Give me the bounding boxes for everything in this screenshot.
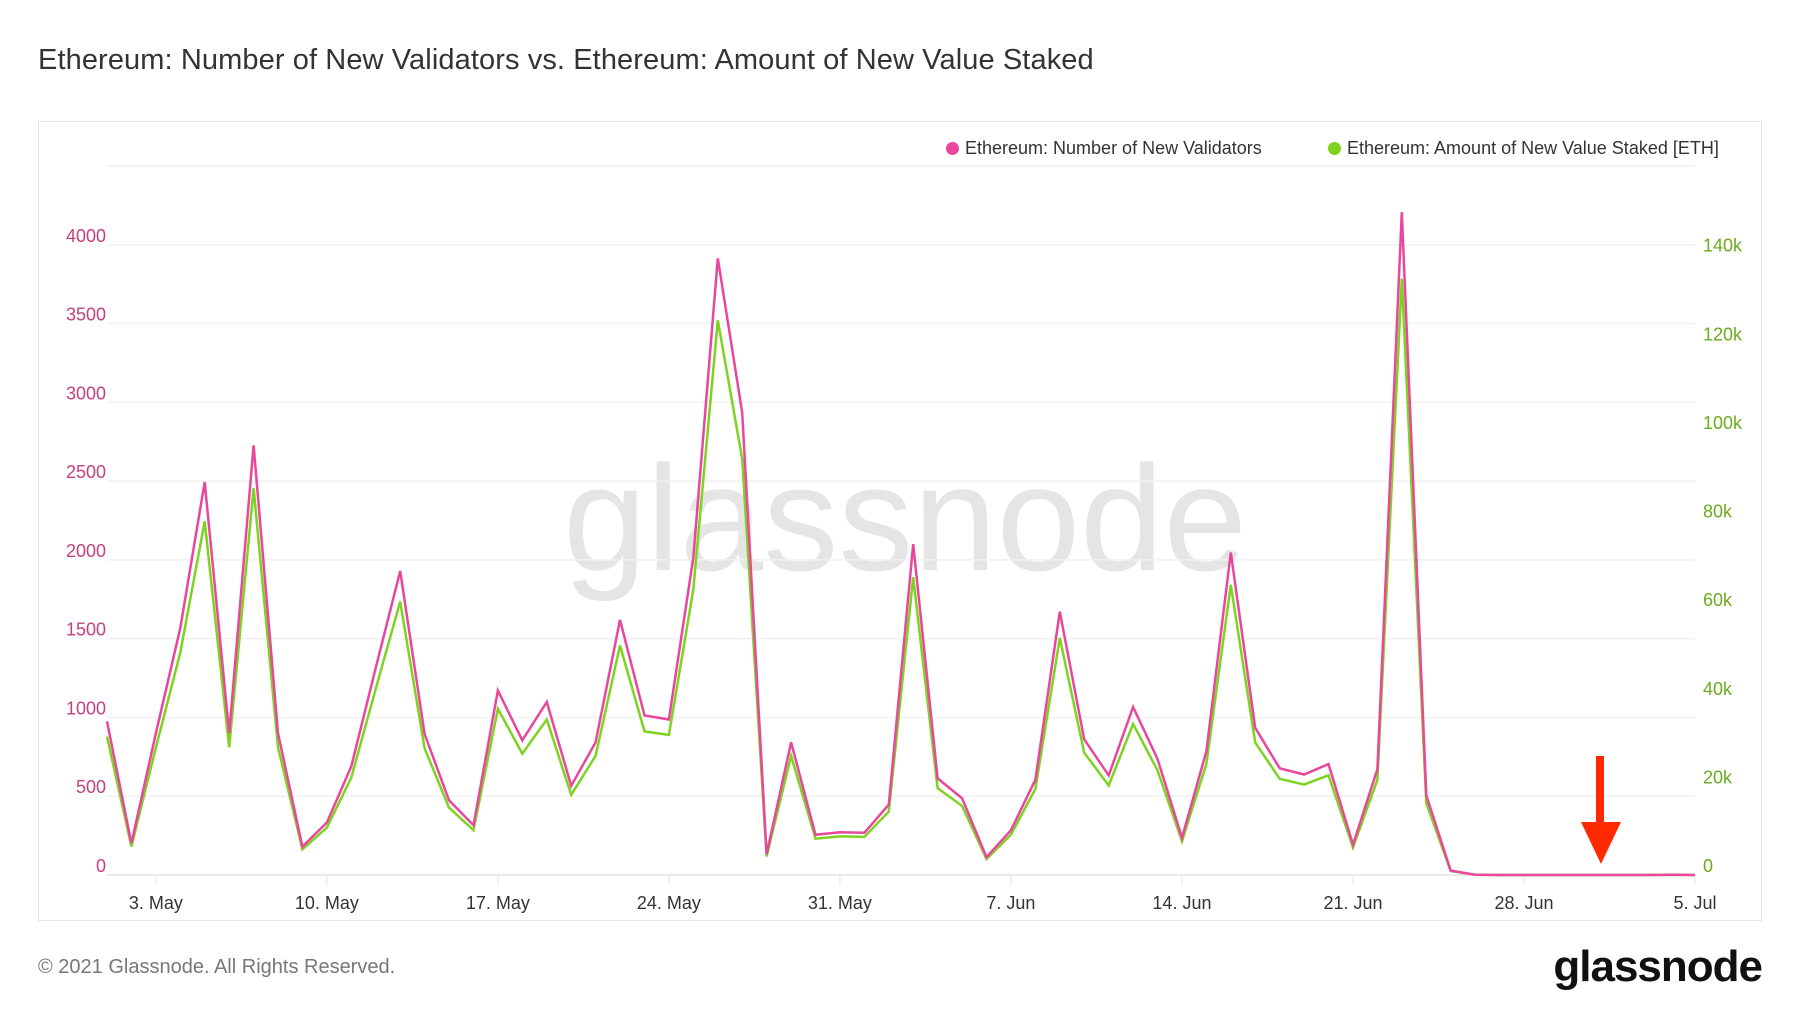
validators-line — [105, 212, 1696, 877]
legend-item-staked[interactable]: Ethereum: Amount of New Value Staked [ET… — [1328, 138, 1719, 159]
arrow-shaft — [1596, 756, 1604, 826]
y-left-tick-label: 3500 — [66, 305, 106, 325]
x-tick-label: 28. Jun — [1494, 893, 1553, 913]
x-axis: 3. May 10. May 17. May 24. May 31. May 7. Jun… — [129, 875, 1717, 913]
legend-label: Ethereum: Number of New Validators — [965, 138, 1262, 158]
y-left-tick-label: 1000 — [66, 698, 106, 718]
y-left-tick-label: 0 — [96, 856, 106, 876]
x-tick-label: 14. Jun — [1152, 893, 1211, 913]
legend-item-validators[interactable]: Ethereum: Number of New Validators — [946, 138, 1262, 159]
gridlines — [107, 165, 1695, 876]
y-left-tick-label: 4000 — [66, 226, 106, 246]
y-right-tick-label: 20k — [1703, 767, 1733, 787]
y-right-tick-label: 0 — [1703, 856, 1713, 876]
y-left-tick-label: 1500 — [66, 620, 106, 640]
arrow-head — [1581, 822, 1621, 864]
chart-frame — [38, 121, 1762, 921]
y-right-tick-label: 140k — [1703, 236, 1743, 256]
legend-dot-icon — [946, 142, 959, 155]
y-right-tick-label: 100k — [1703, 413, 1743, 433]
x-tick-label: 17. May — [466, 893, 530, 913]
chart-title: Ethereum: Number of New Validators vs. E… — [38, 44, 1094, 76]
x-tick-label: 3. May — [129, 893, 183, 913]
y-left-tick-label: 500 — [76, 777, 106, 797]
legend-dot-icon — [1328, 142, 1341, 155]
series-lines — [105, 212, 1696, 877]
staked-line — [105, 278, 1696, 877]
y-axis-left: 0 500 1000 1500 2000 2500 3000 3500 4000 — [66, 226, 106, 876]
y-right-tick-label: 80k — [1703, 502, 1733, 522]
x-tick-label: 31. May — [808, 893, 872, 913]
legend-label: Ethereum: Amount of New Value Staked [ET… — [1347, 138, 1719, 158]
glassnode-logo: glassnode — [1553, 942, 1763, 991]
x-tick-label: 7. Jun — [986, 893, 1035, 913]
y-axis-right: 0 20k 40k 60k 80k 100k 120k 140k — [1703, 236, 1743, 876]
y-right-tick-label: 60k — [1703, 590, 1733, 610]
y-right-tick-label: 120k — [1703, 324, 1743, 344]
x-tick-label: 5. Jul — [1673, 893, 1716, 913]
x-tick-label: 21. Jun — [1323, 893, 1382, 913]
y-right-tick-label: 40k — [1703, 679, 1733, 699]
watermark: glassnode — [563, 434, 1247, 602]
red-arrow-annotation — [1581, 756, 1621, 864]
copyright-footer: © 2021 Glassnode. All Rights Reserved. — [38, 956, 396, 978]
y-left-tick-label: 3000 — [66, 383, 106, 403]
y-left-tick-label: 2500 — [66, 462, 106, 482]
x-tick-label: 24. May — [637, 893, 701, 913]
y-left-tick-label: 2000 — [66, 541, 106, 561]
x-tick-label: 10. May — [295, 893, 359, 913]
